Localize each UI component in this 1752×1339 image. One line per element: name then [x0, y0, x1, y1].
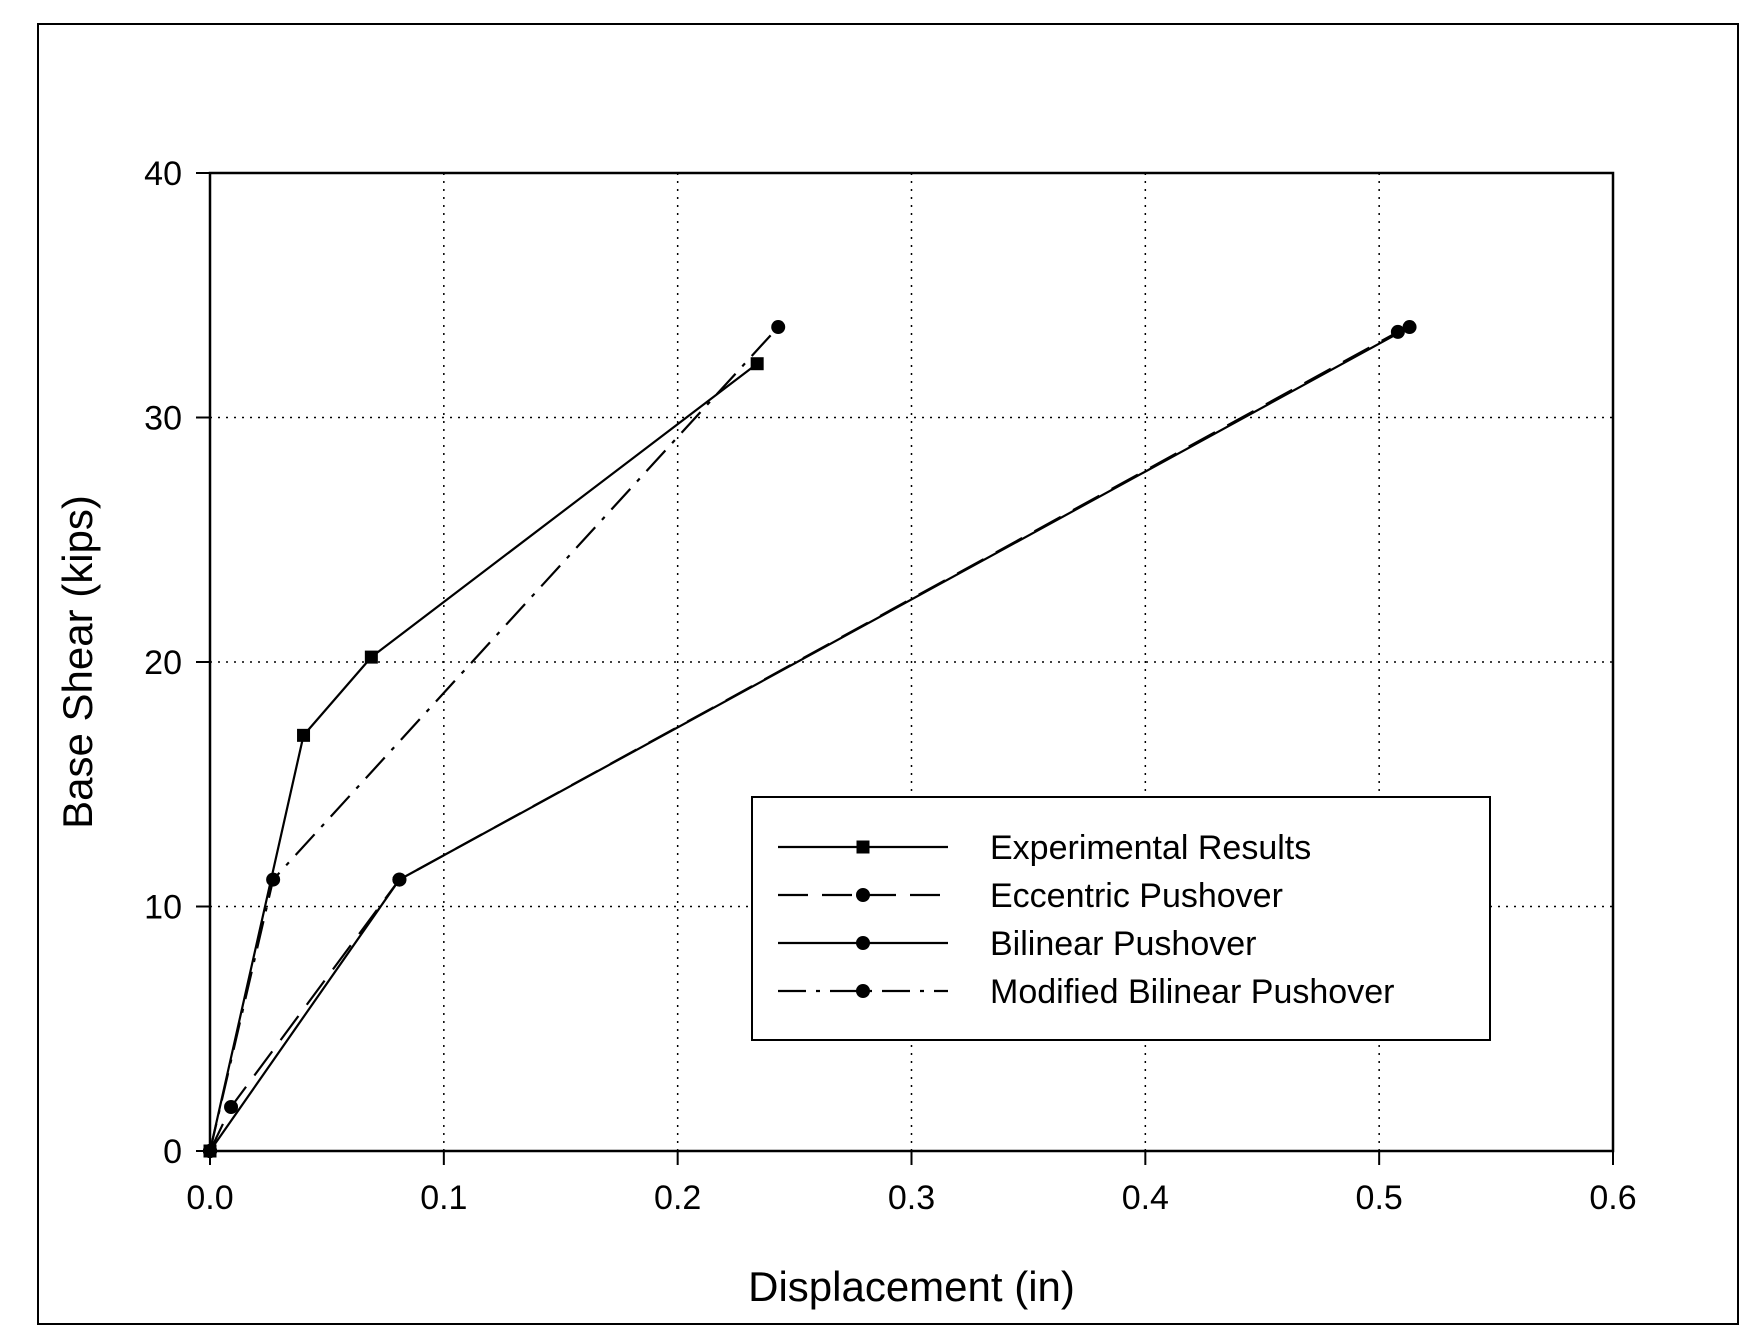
data-point-marker: [203, 1144, 217, 1158]
x-tick-label: 0.3: [888, 1179, 935, 1217]
y-tick-label: 0: [163, 1133, 182, 1171]
y-tick-label: 30: [144, 400, 182, 438]
legend-marker: [856, 840, 870, 854]
axes: 0.0 0.1 0.2 0.3 0.4 0.5 0.6 0 10 20 30 40: [144, 155, 1636, 1217]
x-tick-label: 0.5: [1356, 1179, 1403, 1217]
data-point-marker: [364, 650, 378, 664]
y-axis-title: Base Shear (kips): [54, 495, 101, 829]
legend: Experimental Results Eccentric Pushover Bi…: [751, 796, 1491, 1041]
outer-frame: [37, 23, 1739, 1325]
data-point-marker: [224, 1099, 239, 1114]
x-tick-label: 0.4: [1122, 1179, 1169, 1217]
data-point-marker: [297, 728, 311, 742]
data-point-marker: [771, 320, 786, 335]
data-point-marker: [1402, 320, 1417, 335]
data-point-marker: [750, 357, 764, 371]
data-point-marker: [1390, 324, 1405, 339]
legend-box: [751, 796, 1491, 1041]
x-tick-label: 0.0: [186, 1179, 233, 1217]
x-axis-title: Displacement (in): [748, 1263, 1075, 1310]
x-tick-label: 0.1: [420, 1179, 467, 1217]
legend-marker: [856, 936, 870, 950]
x-tick-label: 0.6: [1589, 1179, 1636, 1217]
legend-marker: [856, 888, 870, 902]
data-point-marker: [266, 872, 281, 887]
series-line-0: [208, 362, 758, 1152]
series-markers: [203, 320, 1417, 1158]
y-tick-label: 40: [144, 155, 182, 193]
legend-marker: [856, 984, 870, 998]
legend-label: Experimental Results: [990, 829, 1311, 867]
legend-label: Modified Bilinear Pushover: [990, 973, 1394, 1011]
data-point-marker: [392, 872, 407, 887]
legend-label: Eccentric Pushover: [990, 877, 1283, 915]
y-tick-label: 10: [144, 889, 182, 927]
x-tick-label: 0.2: [654, 1179, 701, 1217]
legend-label: Bilinear Pushover: [990, 925, 1256, 963]
y-tick-label: 20: [144, 644, 182, 682]
